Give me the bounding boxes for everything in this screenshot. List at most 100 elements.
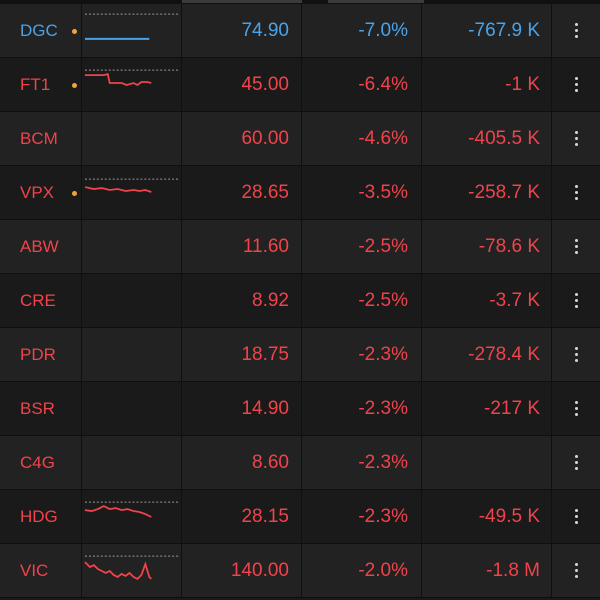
price-value: 11.60: [242, 235, 289, 257]
volume-cell: -1 K: [422, 58, 552, 111]
volume-value: -3.7 K: [489, 289, 540, 311]
change-cell: -6.4%: [302, 58, 422, 111]
change-value: -4.6%: [358, 127, 408, 149]
kebab-menu-icon[interactable]: [552, 436, 600, 489]
symbol-cell[interactable]: C4G: [0, 436, 82, 489]
sparkline-cell: [82, 112, 182, 165]
table-row[interactable]: VPX 28.65 -3.5% -258.7 K: [0, 166, 600, 220]
kebab-menu-icon[interactable]: [552, 4, 600, 57]
change-value: -3.5%: [358, 181, 408, 203]
price-cell: 74.90: [182, 4, 302, 57]
symbol-cell[interactable]: HDG: [0, 490, 82, 543]
kebab-menu-icon[interactable]: [552, 544, 600, 597]
price-cell: 140.00: [182, 544, 302, 597]
volume-cell: -3.7 K: [422, 274, 552, 327]
sparkline-cell: [82, 220, 182, 273]
symbol-cell[interactable]: VIC: [0, 544, 82, 597]
price-value: 74.90: [241, 19, 289, 41]
kebab-menu-icon[interactable]: [552, 328, 600, 381]
volume-value: -49.5 K: [478, 505, 540, 527]
change-value: -2.0%: [358, 559, 408, 581]
price-cell: 45.00: [182, 58, 302, 111]
change-cell: -2.5%: [302, 220, 422, 273]
symbol-cell[interactable]: DGC: [0, 4, 82, 57]
kebab-menu-icon[interactable]: [552, 58, 600, 111]
sparkline-chart: [84, 501, 179, 518]
alert-dot-icon: [72, 28, 77, 34]
symbol-label: BCM: [20, 128, 58, 148]
change-value: -6.4%: [358, 73, 408, 95]
volume-value: -258.7 K: [468, 181, 540, 203]
alert-dot-icon: [72, 82, 77, 88]
volume-value: -1 K: [505, 73, 540, 95]
change-value: -2.3%: [358, 397, 408, 419]
sparkline-chart: [84, 555, 179, 580]
kebab-menu-icon[interactable]: [552, 166, 600, 219]
kebab-menu-icon[interactable]: [552, 274, 600, 327]
table-row[interactable]: BSR 14.90 -2.3% -217 K: [0, 382, 600, 436]
price-value: 140.00: [230, 559, 289, 581]
price-value: 8.60: [252, 451, 289, 473]
sparkline-cell: [82, 166, 182, 219]
volume-cell: -278.4 K: [422, 328, 552, 381]
volume-value: -278.4 K: [468, 343, 540, 365]
table-row[interactable]: VIC 140.00 -2.0% -1.8 M: [0, 544, 600, 598]
table-row[interactable]: FT1 45.00 -6.4% -1 K: [0, 58, 600, 112]
price-value: 14.90: [241, 397, 289, 419]
symbol-label: DGC: [20, 20, 58, 40]
change-value: -2.5%: [358, 235, 408, 257]
change-cell: -3.5%: [302, 166, 422, 219]
top-scroll-indicator: [0, 0, 600, 4]
sparkline-cell: [82, 436, 182, 489]
price-cell: 14.90: [182, 382, 302, 435]
change-cell: -2.3%: [302, 490, 422, 543]
sparkline-cell: [82, 274, 182, 327]
sparkline-chart: [84, 69, 179, 86]
change-cell: -7.0%: [302, 4, 422, 57]
symbol-cell[interactable]: VPX: [0, 166, 82, 219]
volume-cell: -405.5 K: [422, 112, 552, 165]
volume-value: -78.6 K: [478, 235, 540, 257]
table-row[interactable]: BCM 60.00 -4.6% -405.5 K: [0, 112, 600, 166]
table-row[interactable]: ABW 11.60 -2.5% -78.6 K: [0, 220, 600, 274]
sparkline-chart: [84, 178, 179, 193]
symbol-cell[interactable]: PDR: [0, 328, 82, 381]
sparkline-cell: [82, 4, 182, 57]
change-cell: -2.5%: [302, 274, 422, 327]
table-row[interactable]: HDG 28.15 -2.3% -49.5 K: [0, 490, 600, 544]
change-cell: -2.3%: [302, 436, 422, 489]
symbol-label: BSR: [20, 398, 55, 418]
sparkline-chart: [84, 13, 179, 40]
price-cell: 28.15: [182, 490, 302, 543]
change-cell: -4.6%: [302, 112, 422, 165]
symbol-label: FT1: [20, 74, 51, 94]
volume-cell: -49.5 K: [422, 490, 552, 543]
table-row[interactable]: C4G 8.60 -2.3%: [0, 436, 600, 490]
sparkline-cell: [82, 544, 182, 597]
symbol-cell[interactable]: ABW: [0, 220, 82, 273]
symbol-cell[interactable]: FT1: [0, 58, 82, 111]
kebab-menu-icon[interactable]: [552, 220, 600, 273]
volume-cell: -78.6 K: [422, 220, 552, 273]
symbol-cell[interactable]: BSR: [0, 382, 82, 435]
symbol-label: CRE: [20, 290, 56, 310]
price-value: 28.65: [241, 181, 289, 203]
price-value: 8.92: [252, 289, 289, 311]
price-cell: 8.60: [182, 436, 302, 489]
kebab-menu-icon[interactable]: [552, 112, 600, 165]
change-value: -2.3%: [358, 505, 408, 527]
kebab-menu-icon[interactable]: [552, 490, 600, 543]
kebab-menu-icon[interactable]: [552, 382, 600, 435]
table-row[interactable]: PDR 18.75 -2.3% -278.4 K: [0, 328, 600, 382]
stock-table: DGC 74.90 -7.0% -767.9 K FT1 45.00 -6.4% -1 K …: [0, 4, 600, 598]
table-row[interactable]: DGC 74.90 -7.0% -767.9 K: [0, 4, 600, 58]
symbol-label: HDG: [20, 506, 58, 526]
alert-dot-icon: [72, 190, 77, 196]
volume-value: -767.9 K: [468, 19, 540, 41]
price-cell: 11.60: [182, 220, 302, 273]
price-cell: 60.00: [182, 112, 302, 165]
symbol-cell[interactable]: CRE: [0, 274, 82, 327]
change-value: -7.0%: [358, 19, 408, 41]
symbol-cell[interactable]: BCM: [0, 112, 82, 165]
table-row[interactable]: CRE 8.92 -2.5% -3.7 K: [0, 274, 600, 328]
